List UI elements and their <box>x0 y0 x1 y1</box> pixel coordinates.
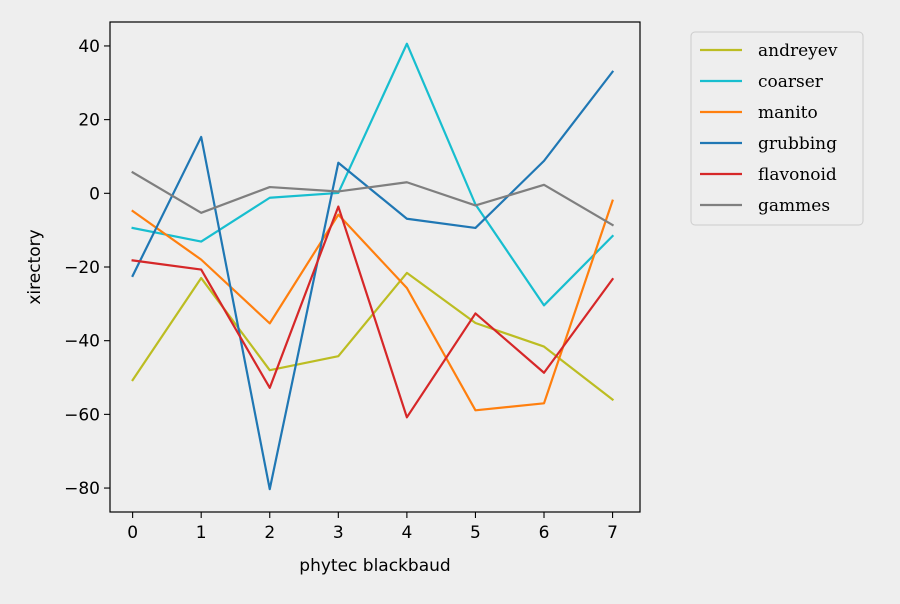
y-axis: −80 −60 −40 −20 0 20 40 <box>64 37 110 499</box>
y-axis-label: xirectory <box>25 229 45 304</box>
legend-label: flavonoid <box>758 165 837 185</box>
y-tick-label: −80 <box>64 479 100 499</box>
x-tick-label: 7 <box>607 523 618 543</box>
series-line-flavonoid <box>131 205 615 419</box>
y-tick-label: −40 <box>64 332 100 352</box>
legend-label: andreyev <box>758 41 838 61</box>
x-tick-label: 6 <box>539 523 550 543</box>
series-line-gammes <box>131 170 615 227</box>
x-tick-label: 4 <box>401 523 412 543</box>
legend-label: coarser <box>758 72 824 92</box>
x-tick-label: 0 <box>127 523 138 543</box>
legend-label: grubbing <box>758 134 837 154</box>
x-tick-label: 1 <box>196 523 207 543</box>
series-line-manito <box>131 199 614 412</box>
y-tick-label: 20 <box>78 111 100 131</box>
legend-label: manito <box>758 103 818 123</box>
y-tick-label: 0 <box>89 184 100 204</box>
x-tick-label: 3 <box>333 523 344 543</box>
series-line-coarser <box>131 42 615 307</box>
legend: andreyev coarser manito grubbing flavonoid ga… <box>690 31 864 226</box>
series-line-grubbing <box>131 70 615 491</box>
series-layer <box>131 42 615 491</box>
x-axis-label: phytec blackbaud <box>299 556 450 576</box>
y-tick-label: −60 <box>64 405 100 425</box>
plot-area <box>110 22 640 512</box>
y-tick-label: −20 <box>64 258 100 278</box>
x-tick-label: 2 <box>264 523 275 543</box>
y-tick-label: 40 <box>78 37 100 57</box>
x-axis: 0 1 2 3 4 5 6 7 <box>127 512 618 543</box>
x-tick-label: 5 <box>470 523 481 543</box>
legend-label: gammes <box>758 196 830 216</box>
